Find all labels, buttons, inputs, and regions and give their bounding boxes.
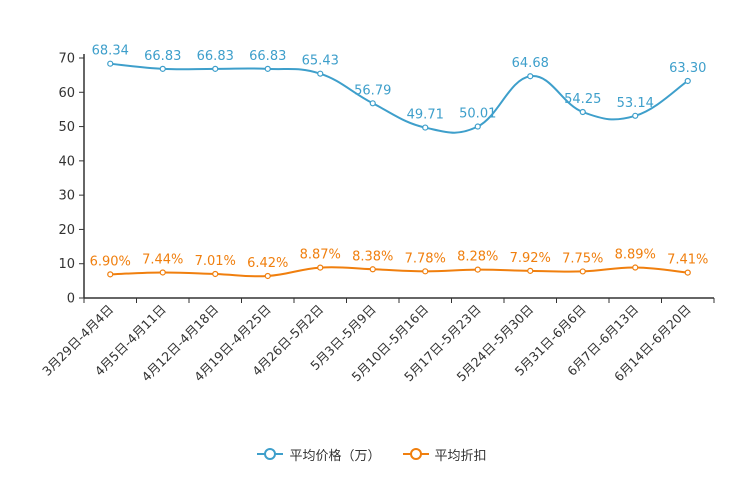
data-point bbox=[159, 65, 166, 72]
data-point bbox=[684, 269, 691, 276]
data-label: 65.43 bbox=[302, 54, 339, 69]
y-tick-label: 0 bbox=[67, 292, 75, 307]
data-point bbox=[317, 264, 324, 271]
y-tick-label: 70 bbox=[58, 52, 75, 67]
line-circle-icon bbox=[402, 448, 429, 460]
data-label: 66.83 bbox=[144, 49, 181, 64]
data-point bbox=[159, 269, 166, 276]
data-label: 64.68 bbox=[512, 56, 549, 71]
data-point bbox=[212, 65, 219, 72]
data-point bbox=[474, 123, 481, 130]
data-point bbox=[317, 70, 324, 77]
data-label: 6.42% bbox=[247, 256, 288, 271]
data-point bbox=[212, 270, 219, 278]
line-circle-icon bbox=[257, 448, 284, 460]
data-label: 53.14 bbox=[617, 96, 654, 111]
data-label: 63.30 bbox=[669, 61, 706, 76]
y-tick-label: 40 bbox=[58, 154, 75, 169]
legend-label-discount: 平均折扣 bbox=[434, 448, 487, 464]
data-point bbox=[107, 271, 114, 278]
data-label: 7.75% bbox=[562, 251, 603, 266]
data-point bbox=[264, 65, 271, 72]
data-point bbox=[632, 112, 639, 119]
legend-item-price[interactable]: 平均价格（万） bbox=[257, 445, 381, 464]
data-label: 56.79 bbox=[354, 83, 391, 98]
y-tick-label: 10 bbox=[58, 257, 75, 272]
data-point bbox=[264, 272, 271, 280]
data-label: 8.87% bbox=[300, 248, 341, 263]
data-label: 7.44% bbox=[142, 252, 183, 267]
data-label: 6.90% bbox=[90, 254, 131, 269]
data-point bbox=[474, 266, 481, 273]
data-label: 7.41% bbox=[667, 253, 708, 268]
data-point bbox=[684, 77, 691, 85]
data-label: 66.83 bbox=[197, 49, 234, 64]
data-label: 7.01% bbox=[195, 254, 236, 269]
data-label: 50.01 bbox=[459, 107, 496, 122]
y-tick-label: 60 bbox=[58, 86, 75, 101]
data-point bbox=[527, 73, 534, 80]
data-label: 66.83 bbox=[249, 49, 286, 64]
data-point bbox=[579, 108, 586, 116]
series-line-1 bbox=[110, 266, 688, 278]
data-point bbox=[369, 100, 376, 107]
legend-label-price: 平均价格（万） bbox=[289, 448, 381, 464]
data-label: 8.38% bbox=[352, 249, 393, 264]
y-tick-label: 30 bbox=[58, 189, 75, 204]
y-tick-label: 50 bbox=[58, 120, 75, 135]
legend-item-discount[interactable]: 平均折扣 bbox=[402, 445, 487, 464]
legend: 平均价格（万） 平均折扣 bbox=[0, 444, 744, 464]
data-label: 7.92% bbox=[510, 251, 551, 266]
y-tick-label: 20 bbox=[58, 223, 75, 238]
data-label: 7.78% bbox=[405, 251, 446, 266]
data-label: 68.34 bbox=[92, 44, 129, 59]
data-point bbox=[369, 266, 376, 273]
data-label: 8.28% bbox=[457, 250, 498, 265]
data-label: 8.89% bbox=[615, 248, 656, 263]
data-point bbox=[632, 264, 639, 271]
data-point bbox=[579, 268, 586, 275]
data-point bbox=[422, 124, 429, 131]
data-point bbox=[527, 267, 534, 274]
data-label: 54.25 bbox=[564, 92, 601, 107]
data-point bbox=[107, 60, 114, 67]
data-label: 49.71 bbox=[407, 108, 444, 123]
data-point bbox=[422, 268, 429, 275]
